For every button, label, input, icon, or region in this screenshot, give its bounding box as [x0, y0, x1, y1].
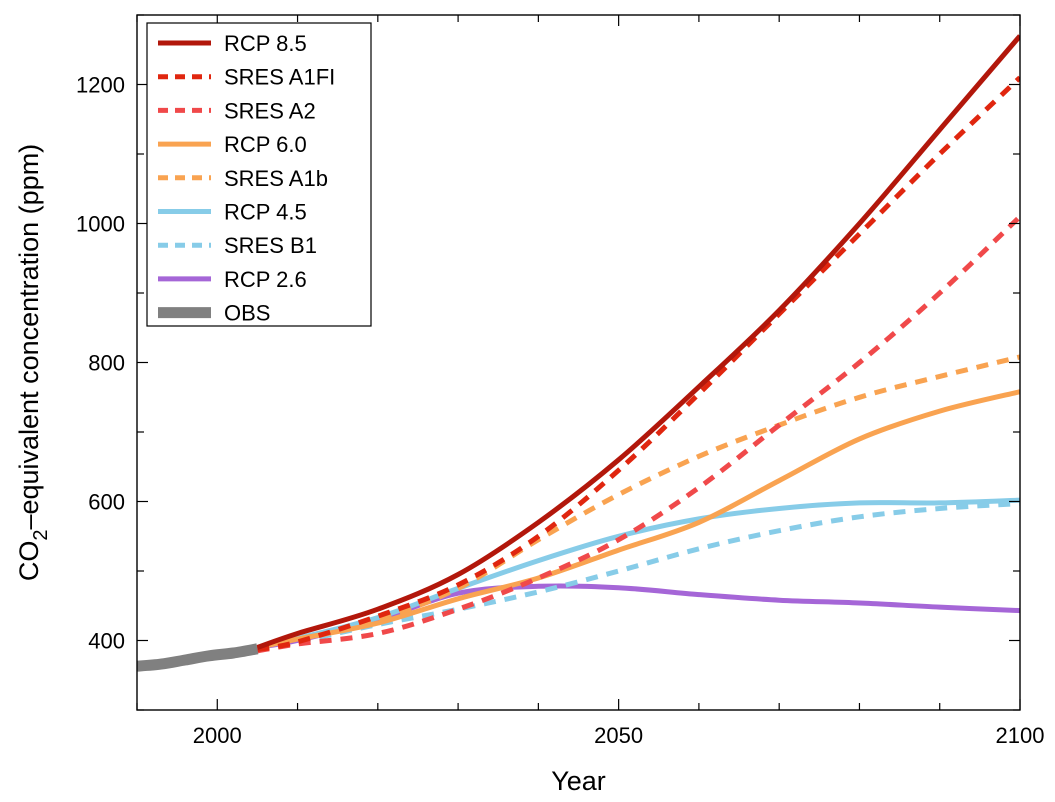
x-axis-title: Year — [551, 766, 606, 796]
x-tick-label: 2100 — [996, 723, 1045, 748]
legend-label-sres-a2: SRES A2 — [224, 98, 316, 123]
series-line-sres-a1b — [256, 354, 1020, 652]
legend-label-rcp-4-5: RCP 4.5 — [224, 200, 307, 225]
y-tick-label: 800 — [88, 351, 125, 376]
legend-label-sres-a1fi: SRES A1FI — [224, 65, 335, 90]
y-axis-title-prefix: CO — [14, 541, 44, 582]
series-line-rcp-6-0 — [256, 389, 1020, 650]
y-tick-label: 400 — [88, 629, 125, 654]
axes-layer: 2000 2050 2100 400 600 800 1000 1200 — [76, 14, 1045, 748]
y-tick-label: 600 — [88, 490, 125, 515]
series-line-sres-a1fi — [256, 75, 1020, 652]
y-tick-label: 1200 — [76, 73, 125, 98]
legend-label-rcp-2-6: RCP 2.6 — [224, 267, 307, 292]
y-axis-title-suffix: –equivalent concentration (ppm) — [14, 144, 44, 530]
series-layer — [137, 34, 1020, 672]
legend-label-obs: OBS — [224, 301, 270, 326]
y-axis-title-subscript: 2 — [30, 530, 52, 541]
legend: RCP 8.5 SRES A1FI SRES A2 RCP 6.0 SRES A1b RC… — [146, 22, 372, 327]
legend-label-rcp-6-0: RCP 6.0 — [224, 132, 307, 157]
y-tick-label: 1000 — [76, 212, 125, 237]
series-line-sres-a2 — [256, 214, 1020, 654]
x-tick-label: 2050 — [594, 723, 643, 748]
legend-box — [146, 22, 372, 327]
series-line-rcp-8-5 — [256, 34, 1020, 650]
legend-label-rcp-8-5: RCP 8.5 — [224, 31, 307, 56]
legend-label-sres-a1b: SRES A1b — [224, 166, 328, 191]
y-axis-title: CO2–equivalent concentration (ppm) — [14, 144, 52, 581]
x-tick-label: 2000 — [193, 723, 242, 748]
legend-label-sres-b1: SRES B1 — [224, 233, 317, 258]
series-line-obs — [137, 643, 259, 672]
